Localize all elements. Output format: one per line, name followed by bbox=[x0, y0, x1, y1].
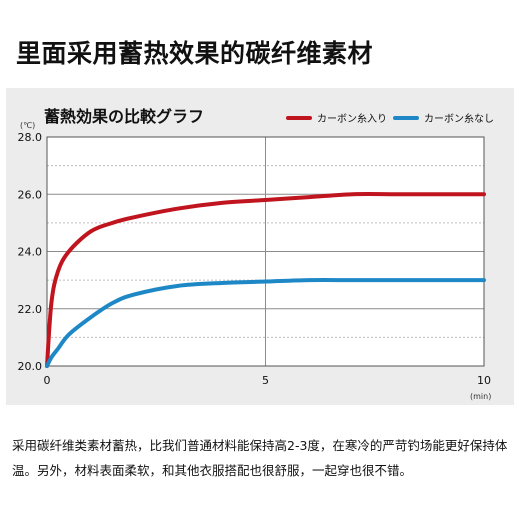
legend-label-no-carbon: カーボン糸なし bbox=[424, 114, 494, 125]
y-unit-label: (℃) bbox=[20, 121, 35, 130]
page-title: 里面采用蓄热效果的碳纤维素材 bbox=[16, 39, 374, 68]
y-tick-label: 26.0 bbox=[18, 188, 43, 201]
legend-item-carbon: カーボン糸入り bbox=[286, 110, 387, 125]
series-line-carbon bbox=[45, 192, 486, 368]
y-tick-label: 24.0 bbox=[18, 246, 43, 259]
x-tick-label: 5 bbox=[262, 374, 269, 387]
product-description: 采用碳纤维类素材蓄热，比我们普通材料能保持高2-3度，在寒冷的严苛钓场能更好保持… bbox=[12, 438, 508, 478]
series-line-no-carbon bbox=[45, 278, 486, 368]
legend-label-carbon: カーボン糸入り bbox=[317, 114, 387, 125]
chart-title: 蓄熱効果の比較グラフ bbox=[44, 107, 205, 126]
plot-frame bbox=[46, 136, 485, 367]
x-tick-label: 0 bbox=[44, 374, 51, 387]
legend-swatch-carbon bbox=[286, 115, 312, 120]
y-tick-label: 20.0 bbox=[18, 360, 43, 373]
x-tick-label: 10 bbox=[477, 374, 491, 387]
y-tick-label: 28.0 bbox=[18, 131, 43, 144]
legend-swatch-no-carbon bbox=[393, 115, 419, 120]
y-tick-label: 22.0 bbox=[18, 303, 43, 316]
legend-item-no-carbon: カーボン糸なし bbox=[393, 110, 494, 125]
x-unit-label: (min) bbox=[470, 392, 491, 401]
